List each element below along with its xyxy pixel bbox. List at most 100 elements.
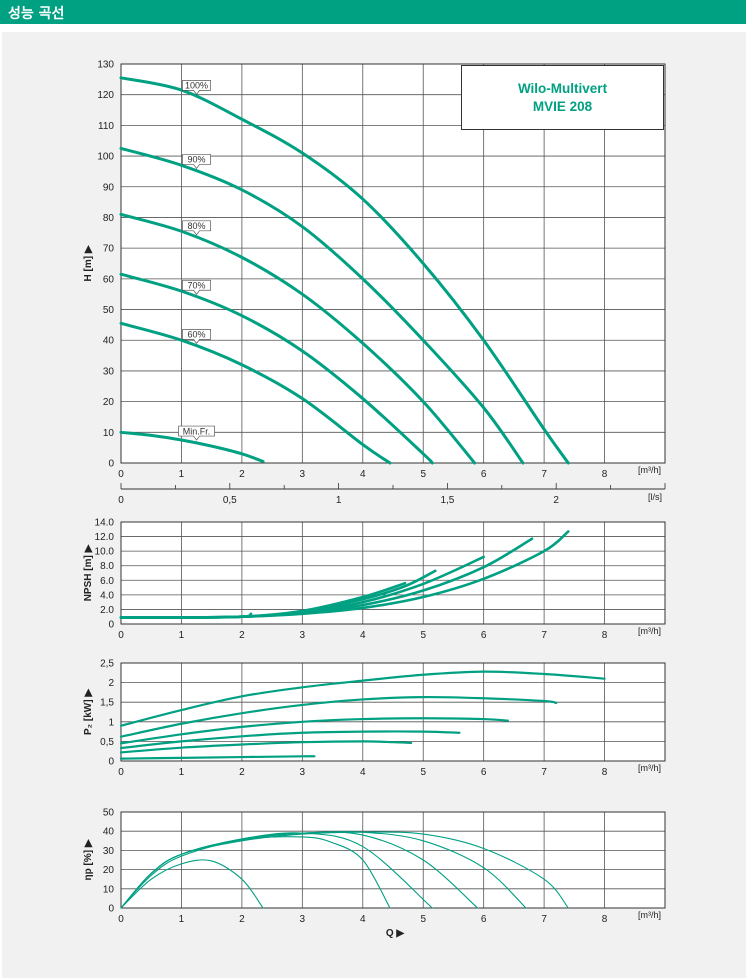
power-frame bbox=[120, 662, 666, 762]
callout-label: 80% bbox=[188, 221, 206, 231]
power-x-tick-label: 1 bbox=[179, 767, 185, 778]
power-x-tick-label: 2 bbox=[239, 767, 245, 778]
secondary-axis-tick-label: 1 bbox=[336, 495, 342, 506]
npsh-series-line bbox=[119, 612, 253, 619]
npsh-y-tick-label: 0 bbox=[108, 620, 114, 631]
power-y-axis-label: P₂ [kW] ▶ bbox=[83, 688, 94, 735]
efficiency-y-tick-label: 30 bbox=[103, 846, 115, 857]
efficiency-y-tick-label: 0 bbox=[108, 904, 114, 915]
npsh-x-tick-label: 8 bbox=[602, 630, 608, 641]
callout-label: 60% bbox=[188, 330, 206, 340]
power-x-tick-label: 5 bbox=[420, 767, 426, 778]
head-series-line bbox=[119, 212, 477, 465]
secondary-axis-tick-label: 0,5 bbox=[223, 495, 237, 506]
secondary-axis-tick-label: 0 bbox=[118, 495, 124, 506]
secondary-axis-unit: [l/s] bbox=[648, 492, 662, 502]
secondary-axis-tick-label: 1,5 bbox=[440, 495, 454, 506]
head-y-tick-label: 60 bbox=[103, 274, 115, 285]
power-y-tick-label: 0 bbox=[108, 757, 114, 768]
efficiency-x-tick-label: 8 bbox=[602, 914, 608, 925]
head-y-tick-label: 0 bbox=[108, 459, 114, 470]
npsh-x-tick-label: 3 bbox=[300, 630, 306, 641]
head-x-unit: [m³/h] bbox=[638, 465, 661, 475]
head-x-tick-label: 6 bbox=[481, 469, 487, 480]
efficiency-x-tick-label: 4 bbox=[360, 914, 366, 925]
efficiency-plot-area bbox=[121, 812, 665, 908]
efficiency-y-tick-label: 10 bbox=[103, 884, 115, 895]
efficiency-x-tick-label: 2 bbox=[239, 914, 245, 925]
npsh-y-tick-label: 14.0 bbox=[95, 518, 115, 529]
power-series-line bbox=[119, 755, 316, 760]
power-x-tick-label: 0 bbox=[118, 767, 124, 778]
efficiency-series-line bbox=[120, 859, 264, 909]
efficiency-series-line bbox=[120, 832, 433, 909]
efficiency-y-tick-label: 20 bbox=[103, 865, 115, 876]
npsh-x-unit: [m³/h] bbox=[638, 626, 661, 636]
head-frame bbox=[120, 63, 666, 464]
npsh-x-tick-label: 0 bbox=[118, 630, 124, 641]
brand-name: Wilo-Multivert bbox=[517, 81, 608, 96]
head-y-tick-label: 110 bbox=[98, 121, 114, 132]
secondary-axis: 0 0,5 1 1,5 2 [l/s] bbox=[118, 483, 666, 506]
power-x-tick-label: 7 bbox=[541, 767, 547, 778]
secondary-axis-tick-label: 2 bbox=[553, 495, 559, 506]
efficiency-chart: 0 10 20 30 40 50 0 1 2 3 4 5 6 7 8 [m³/h] ηp [%] ▶ Q ▶ bbox=[83, 808, 666, 939]
callout-box bbox=[182, 220, 211, 236]
curve-callout: 90% bbox=[182, 154, 211, 170]
power-y-tick-label: 2,5 bbox=[100, 659, 114, 670]
curve-callout: 70% bbox=[182, 279, 211, 295]
head-y-tick-label: 10 bbox=[103, 428, 115, 439]
npsh-x-tick-label: 6 bbox=[481, 630, 487, 641]
head-y-tick-label: 130 bbox=[97, 60, 114, 71]
npsh-y-tick-label: 4.0 bbox=[100, 590, 114, 601]
head-y-axis-label: H [m] ▶ bbox=[83, 244, 94, 281]
efficiency-x-axis-label: Q ▶ bbox=[386, 928, 406, 939]
head-x-tick-label: 4 bbox=[360, 469, 366, 480]
head-y-tick-label: 30 bbox=[103, 366, 115, 377]
power-x-tick-label: 4 bbox=[360, 767, 366, 778]
power-y-tick-label: 2 bbox=[108, 678, 114, 689]
efficiency-series-line bbox=[120, 836, 391, 909]
power-y-tick-label: 0,5 bbox=[100, 737, 114, 748]
curve-callout: 100% bbox=[182, 80, 211, 95]
head-y-tick-label: 80 bbox=[103, 213, 115, 224]
callout-box bbox=[178, 425, 215, 441]
efficiency-y-tick-label: 50 bbox=[103, 808, 115, 819]
efficiency-frame bbox=[120, 811, 666, 909]
head-x-tick-label: 0 bbox=[118, 469, 124, 480]
npsh-y-tick-label: 10.0 bbox=[95, 547, 115, 558]
curve-callout: Min.Fr. bbox=[178, 425, 215, 441]
npsh-y-tick-label: 6.0 bbox=[100, 576, 114, 587]
efficiency-x-tick-label: 1 bbox=[179, 914, 185, 925]
power-chart: 0 0,5 1 1,5 2 2,5 0 1 2 3 4 5 6 7 8 [m³/h] P₂ [kW] ▶ bbox=[83, 659, 666, 778]
head-y-tick-label: 70 bbox=[103, 244, 115, 255]
efficiency-y-axis-label: ηp [%] ▶ bbox=[83, 838, 94, 880]
power-x-tick-label: 3 bbox=[300, 767, 306, 778]
power-series-line bbox=[119, 695, 558, 738]
npsh-x-tick-label: 2 bbox=[239, 630, 245, 641]
npsh-plot-area bbox=[121, 522, 665, 624]
efficiency-x-tick-label: 0 bbox=[118, 914, 124, 925]
efficiency-x-tick-label: 3 bbox=[300, 914, 306, 925]
page-title: 성능 곡선 bbox=[8, 6, 65, 22]
efficiency-x-unit: [m³/h] bbox=[638, 910, 661, 920]
efficiency-y-tick-label: 40 bbox=[103, 827, 115, 838]
head-x-tick-label: 8 bbox=[602, 469, 608, 480]
head-x-tick-label: 2 bbox=[239, 469, 245, 480]
power-plot-area bbox=[121, 663, 665, 761]
efficiency-x-tick-label: 7 bbox=[541, 914, 547, 925]
callout-box bbox=[182, 279, 211, 295]
header-bar: 성능 곡선 bbox=[0, 0, 746, 24]
npsh-y-tick-label: 12.0 bbox=[95, 532, 115, 543]
head-series-line bbox=[119, 76, 570, 465]
callout-label: 100% bbox=[185, 81, 208, 91]
npsh-x-tick-label: 7 bbox=[541, 630, 547, 641]
power-x-unit: [m³/h] bbox=[638, 763, 661, 773]
power-x-tick-label: 6 bbox=[481, 767, 487, 778]
npsh-y-tick-label: 2.0 bbox=[100, 605, 114, 616]
head-series-line bbox=[119, 272, 434, 465]
callout-box bbox=[182, 329, 211, 344]
head-x-tick-label: 5 bbox=[420, 469, 426, 480]
